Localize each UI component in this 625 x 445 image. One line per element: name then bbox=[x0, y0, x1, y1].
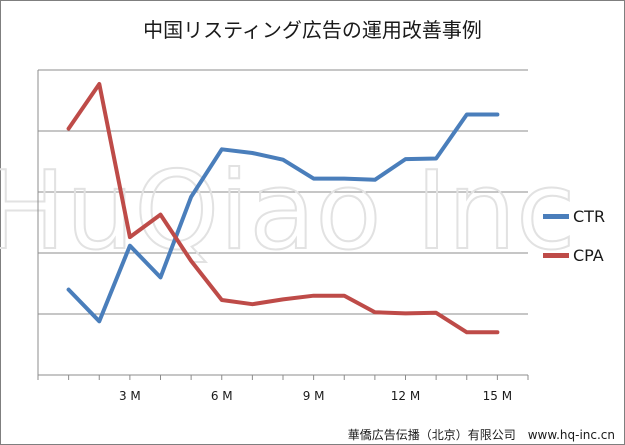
legend-entry-ctr: CTR bbox=[543, 206, 605, 226]
x-tick-label: 12 M bbox=[391, 389, 420, 403]
legend-label-cpa: CPA bbox=[573, 245, 604, 265]
x-tick-label: 3 M bbox=[119, 389, 141, 403]
chart-title: 中国リスティング広告の運用改善事例 bbox=[143, 18, 482, 42]
legend-entry-cpa: CPA bbox=[543, 245, 604, 265]
x-tick-label: 6 M bbox=[211, 389, 233, 403]
legend-swatch-cpa bbox=[543, 252, 569, 258]
series-line-ctr bbox=[66, 112, 500, 324]
x-tick-label: 9 M bbox=[303, 389, 325, 403]
footer-company-info: 華僑広告伝播（北京）有限公司 www.hq-inc.cn bbox=[347, 428, 615, 442]
watermark: HuQiao Inc bbox=[0, 149, 575, 274]
x-tick-label: 15 M bbox=[483, 389, 512, 403]
series-line-cpa bbox=[66, 82, 500, 335]
legend-label-ctr: CTR bbox=[573, 206, 606, 226]
legend-swatch-ctr bbox=[543, 213, 569, 219]
